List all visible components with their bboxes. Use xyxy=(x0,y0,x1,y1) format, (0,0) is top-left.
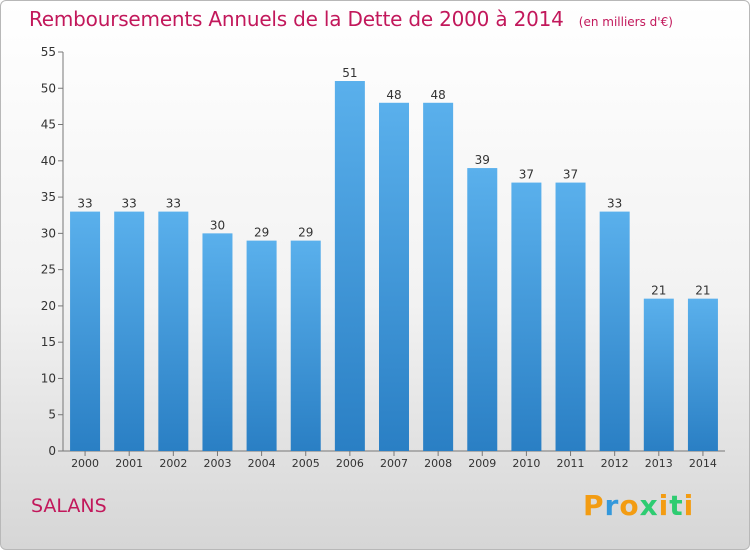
bar-value-label: 37 xyxy=(563,168,578,182)
x-tick-label: 2010 xyxy=(512,457,540,470)
bar-value-label: 33 xyxy=(122,197,137,211)
bar xyxy=(290,240,321,451)
x-tick-label: 2007 xyxy=(380,457,408,470)
x-tick-label: 2014 xyxy=(689,457,717,470)
x-tick-label: 2001 xyxy=(115,457,143,470)
bar xyxy=(158,211,189,451)
bar-value-label: 37 xyxy=(519,168,534,182)
bar-value-label: 33 xyxy=(607,197,622,211)
bar xyxy=(511,182,542,451)
bar-value-label: 39 xyxy=(475,153,490,167)
x-tick-label: 2008 xyxy=(424,457,452,470)
bar xyxy=(114,211,145,451)
x-tick-label: 2004 xyxy=(248,457,276,470)
bar-group: 33 33 33 30 29 29 51 48 48 39 37 37 33 21 21 xyxy=(70,66,718,452)
bar-value-label: 29 xyxy=(254,226,269,240)
x-tick-label: 2013 xyxy=(645,457,673,470)
bar xyxy=(599,211,630,451)
bar xyxy=(379,102,409,452)
bar xyxy=(687,298,718,451)
y-tick-label: 10 xyxy=(41,371,56,385)
bar xyxy=(70,211,101,451)
x-tick-label: 2011 xyxy=(557,457,585,470)
y-tick-label: 25 xyxy=(41,263,56,277)
y-tick-label: 0 xyxy=(48,444,56,458)
bar xyxy=(555,182,586,451)
x-tick-label: 2005 xyxy=(292,457,320,470)
bar xyxy=(246,240,277,451)
bar xyxy=(467,168,498,451)
x-tick-label: 2003 xyxy=(203,457,231,470)
y-tick-label: 40 xyxy=(41,154,56,168)
x-tick-label: 2000 xyxy=(71,457,99,470)
bar-value-label: 30 xyxy=(210,218,225,232)
y-tick-label: 20 xyxy=(41,299,56,313)
y-tick-label: 50 xyxy=(41,81,56,95)
chart-axes: 0 5 10 15 20 25 30 35 40 45 50 55 2000 2001 2002 2003 20… xyxy=(41,45,725,470)
bar xyxy=(423,102,454,452)
y-tick-label: 45 xyxy=(41,118,56,132)
y-tick-label: 55 xyxy=(41,45,56,59)
y-tick-label: 15 xyxy=(41,335,56,349)
chart-title: Remboursements Annuels de la Dette de 20… xyxy=(29,7,564,31)
bar-value-label: 29 xyxy=(298,226,313,240)
y-tick-label: 30 xyxy=(41,226,56,240)
x-tick-label: 2009 xyxy=(468,457,496,470)
bar-value-label: 21 xyxy=(651,284,666,298)
x-tick-label: 2006 xyxy=(336,457,364,470)
bar xyxy=(334,81,365,451)
x-tick-label: 2012 xyxy=(601,457,629,470)
proxiti-logo: Proxiti xyxy=(583,489,695,522)
bar-value-label: 33 xyxy=(77,197,92,211)
bar-value-label: 48 xyxy=(386,88,401,102)
chart-header: Remboursements Annuels de la Dette de 20… xyxy=(29,7,673,31)
y-tick-label: 35 xyxy=(41,190,56,204)
bar-value-label: 21 xyxy=(695,284,710,298)
bar-value-label: 33 xyxy=(166,197,181,211)
place-name: SALANS xyxy=(31,495,107,517)
y-tick-label: 5 xyxy=(48,408,56,422)
bar xyxy=(643,298,674,451)
bar-value-label: 51 xyxy=(342,66,357,80)
x-tick-label: 2002 xyxy=(159,457,187,470)
bar-value-label: 48 xyxy=(430,88,445,102)
chart-unit-note: (en milliers d'€) xyxy=(578,15,673,29)
bar xyxy=(202,233,233,451)
